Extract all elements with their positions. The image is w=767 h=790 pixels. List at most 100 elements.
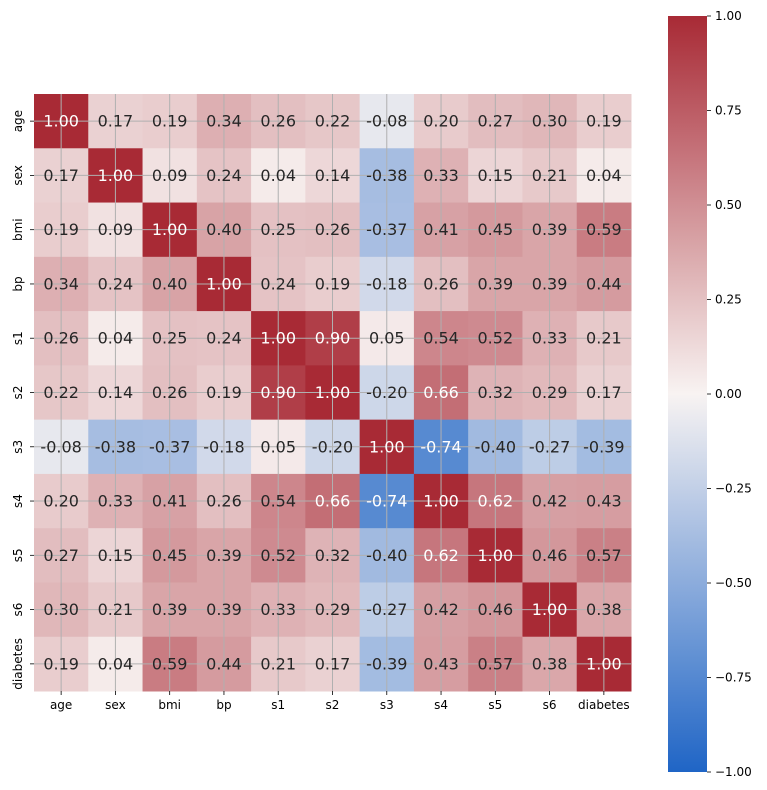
cell-label-s4-bp: 0.26	[206, 492, 242, 511]
cell-label-s5-s2: 0.32	[315, 546, 351, 565]
colorbar-tick-label: 0.75	[715, 104, 742, 118]
cell-label-s4-s3: -0.74	[366, 492, 407, 511]
cell-label-s2-sex: 0.14	[98, 383, 134, 402]
y-tick-label-bmi: bmi	[11, 218, 25, 241]
cell-label-s3-s5: -0.40	[475, 437, 516, 456]
cell-label-s3-bmi: -0.37	[149, 437, 190, 456]
cell-label-age-age: 1.00	[43, 112, 79, 131]
colorbar-tick-label: 0.25	[715, 293, 742, 307]
cell-label-s1-s5: 0.52	[478, 329, 514, 348]
x-axis-ticks: age sex bmi bp s1 s2 s3 s4 s5 s6 diabetes	[50, 691, 630, 712]
cell-label-bp-s5: 0.39	[478, 274, 514, 293]
cell-label-bp-s6: 0.39	[532, 274, 568, 293]
cell-label-s3-s2: -0.20	[312, 437, 353, 456]
cell-label-s3-sex: -0.38	[95, 437, 136, 456]
cell-label-s6-s2: 0.29	[315, 600, 351, 619]
cell-label-s1-s3: 0.05	[369, 329, 405, 348]
cell-label-s5-s5: 1.00	[478, 546, 514, 565]
cell-label-s6-s6: 1.00	[532, 600, 568, 619]
y-tick-label-s5: s5	[11, 548, 25, 562]
cell-label-s2-s6: 0.29	[532, 383, 568, 402]
cell-label-bp-s3: -0.18	[366, 274, 407, 293]
cell-label-bmi-sex: 0.09	[98, 220, 134, 239]
colorbar-tick-label: −0.50	[715, 576, 752, 590]
cell-label-bmi-bmi: 1.00	[152, 220, 188, 239]
cell-label-s5-age: 0.27	[43, 546, 79, 565]
y-tick-label-s4: s4	[11, 494, 25, 508]
cell-label-s1-bp: 0.24	[206, 329, 242, 348]
cell-label-s2-s5: 0.32	[478, 383, 514, 402]
cell-label-s4-s4: 1.00	[423, 492, 459, 511]
cell-label-s6-age: 0.30	[43, 600, 79, 619]
cell-label-sex-sex: 1.00	[98, 166, 134, 185]
cell-label-s1-sex: 0.04	[98, 329, 134, 348]
heatmap-grid	[34, 94, 631, 691]
cell-label-age-s1: 0.26	[260, 112, 296, 131]
cell-label-s6-s3: -0.27	[366, 600, 407, 619]
cell-label-age-s4: 0.20	[423, 112, 459, 131]
cell-label-s4-sex: 0.33	[98, 492, 134, 511]
cell-label-diabetes-s6: 0.38	[532, 654, 568, 673]
cell-label-s4-s1: 0.54	[260, 492, 296, 511]
cell-label-s6-diabetes: 0.38	[586, 600, 622, 619]
cell-label-s6-s4: 0.42	[423, 600, 459, 619]
cell-label-age-bp: 0.34	[206, 112, 242, 131]
cell-label-bmi-s6: 0.39	[532, 220, 568, 239]
cell-label-s3-s3: 1.00	[369, 437, 405, 456]
cell-label-diabetes-s3: -0.39	[366, 654, 407, 673]
cell-label-s2-s2: 1.00	[315, 383, 351, 402]
cell-label-bp-bp: 1.00	[206, 274, 242, 293]
x-tick-label-s2: s2	[326, 698, 340, 712]
cell-label-diabetes-age: 0.19	[43, 654, 79, 673]
colorbar-tick-label: −1.00	[715, 765, 752, 779]
x-tick-label-s4: s4	[434, 698, 448, 712]
cell-label-s5-sex: 0.15	[98, 546, 134, 565]
cell-label-diabetes-diabetes: 1.00	[586, 654, 622, 673]
cell-label-s6-s1: 0.33	[260, 600, 296, 619]
cell-label-s3-diabetes: -0.39	[583, 437, 624, 456]
cell-label-diabetes-s2: 0.17	[315, 654, 351, 673]
cell-label-bmi-diabetes: 0.59	[586, 220, 622, 239]
y-tick-label-s6: s6	[11, 603, 25, 617]
cell-label-diabetes-s1: 0.21	[260, 654, 296, 673]
cell-label-s1-diabetes: 0.21	[586, 329, 622, 348]
y-tick-label-bp: bp	[11, 276, 25, 291]
cell-label-bmi-s3: -0.37	[366, 220, 407, 239]
cell-label-s2-s3: -0.20	[366, 383, 407, 402]
cell-label-s5-s4: 0.62	[423, 546, 459, 565]
cell-label-age-s2: 0.22	[315, 112, 351, 131]
cell-label-s2-s1: 0.90	[260, 383, 296, 402]
cell-label-sex-s1: 0.04	[260, 166, 296, 185]
cell-label-s3-s1: 0.05	[260, 437, 296, 456]
cell-label-bmi-s5: 0.45	[478, 220, 514, 239]
cell-label-bp-s4: 0.26	[423, 274, 459, 293]
cell-label-bp-age: 0.34	[43, 274, 79, 293]
cell-label-bp-s2: 0.19	[315, 274, 351, 293]
colorbar-tick-label: 0.50	[715, 198, 742, 212]
cell-label-s1-s6: 0.33	[532, 329, 568, 348]
cell-label-s6-bmi: 0.39	[152, 600, 188, 619]
cell-label-s6-bp: 0.39	[206, 600, 242, 619]
cell-label-bp-bmi: 0.40	[152, 274, 188, 293]
cell-label-bmi-bp: 0.40	[206, 220, 242, 239]
cell-label-bmi-age: 0.19	[43, 220, 79, 239]
cell-label-s3-bp: -0.18	[203, 437, 244, 456]
cell-label-s5-bp: 0.39	[206, 546, 242, 565]
colorbar-tick-label: −0.75	[715, 671, 752, 685]
cell-label-bmi-s1: 0.25	[260, 220, 296, 239]
y-tick-label-s1: s1	[11, 331, 25, 345]
colorbar-tick-label: 0.00	[715, 387, 742, 401]
cell-label-s4-s2: 0.66	[315, 492, 351, 511]
y-tick-label-s3: s3	[11, 440, 25, 454]
cell-label-sex-age: 0.17	[43, 166, 79, 185]
cell-label-sex-diabetes: 0.04	[586, 166, 622, 185]
y-tick-label-sex: sex	[11, 165, 25, 186]
x-tick-label-bp: bp	[216, 698, 231, 712]
cell-label-s4-age: 0.20	[43, 492, 79, 511]
cell-label-sex-s6: 0.21	[532, 166, 568, 185]
cell-label-bp-sex: 0.24	[98, 274, 134, 293]
cell-label-s1-s2: 0.90	[315, 329, 351, 348]
cell-label-sex-s4: 0.33	[423, 166, 459, 185]
cell-label-age-sex: 0.17	[98, 112, 134, 131]
